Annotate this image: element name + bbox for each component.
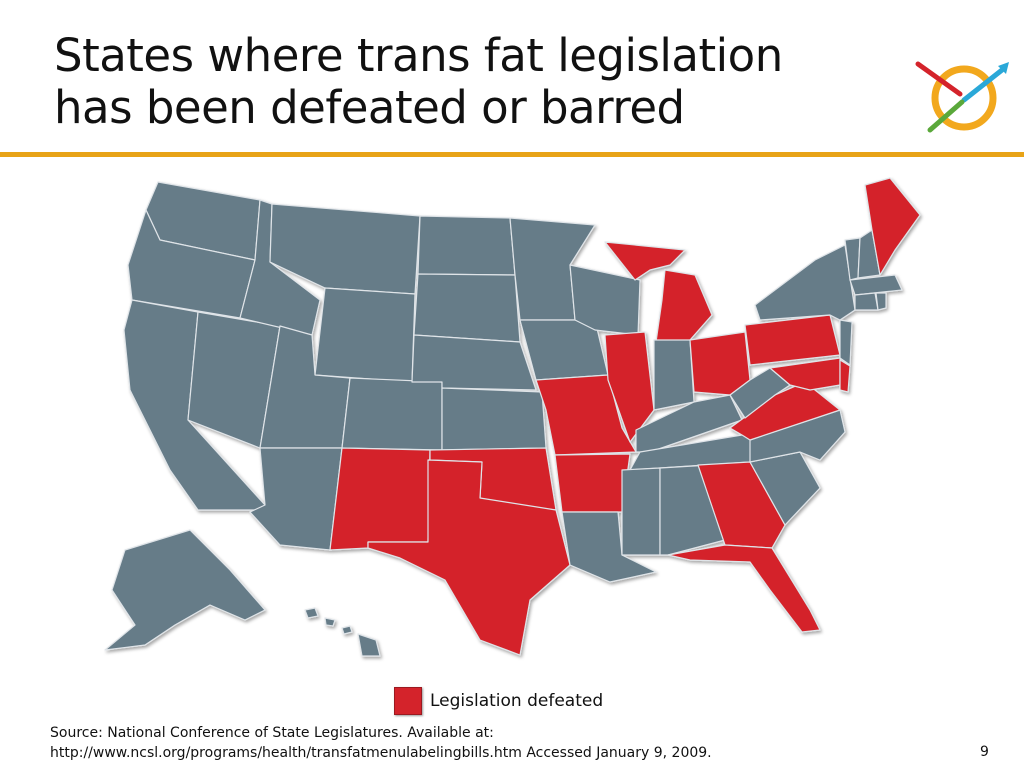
state-ohio bbox=[689, 331, 751, 396]
state-new-jersey bbox=[839, 319, 853, 366]
state-nebraska bbox=[411, 334, 537, 391]
state-north-dakota bbox=[417, 215, 516, 276]
state-texas bbox=[367, 459, 571, 656]
state-pennsylvania bbox=[744, 314, 841, 366]
state-louisiana bbox=[561, 511, 657, 583]
state-mississippi bbox=[621, 467, 661, 556]
state-maryland bbox=[769, 357, 841, 391]
state-colorado bbox=[341, 377, 443, 451]
legend-swatch bbox=[394, 687, 422, 715]
source-line-2: http://www.ncsl.org/programs/health/tran… bbox=[50, 745, 712, 761]
state-wyoming bbox=[314, 287, 416, 383]
page-number: 9 bbox=[980, 744, 989, 760]
source-line-1: Source: National Conference of State Leg… bbox=[50, 725, 494, 741]
us-map bbox=[104, 177, 921, 657]
state-new-mexico bbox=[329, 447, 431, 551]
state-kansas bbox=[441, 387, 547, 451]
state-rhode-island bbox=[875, 292, 887, 311]
state-maine bbox=[864, 177, 921, 276]
target-arrow-logo-icon bbox=[915, 61, 1009, 133]
state-alaska bbox=[104, 529, 266, 651]
state-south-dakota bbox=[413, 273, 521, 343]
legend-label: Legislation defeated bbox=[430, 691, 604, 711]
state-massachusetts bbox=[849, 274, 903, 296]
state-hawaii bbox=[304, 607, 381, 657]
map-legend: Legislation defeated bbox=[394, 686, 603, 716]
state-wisconsin bbox=[569, 264, 641, 336]
state-delaware bbox=[839, 359, 851, 393]
source-citation: Source: National Conference of State Leg… bbox=[50, 723, 930, 763]
state-illinois bbox=[604, 331, 655, 443]
title-divider bbox=[0, 152, 1024, 157]
title-line-2: has been defeated or barred bbox=[54, 81, 685, 134]
state-new-york bbox=[754, 244, 856, 321]
title-line-1: States where trans fat legislation bbox=[54, 29, 783, 82]
slide-title: States where trans fat legislation has b… bbox=[54, 30, 894, 134]
state-indiana bbox=[653, 339, 695, 411]
state-florida bbox=[667, 544, 821, 633]
state-arkansas bbox=[554, 453, 631, 513]
state-arizona bbox=[249, 447, 343, 551]
state-connecticut bbox=[854, 292, 879, 311]
state-georgia bbox=[697, 461, 786, 549]
